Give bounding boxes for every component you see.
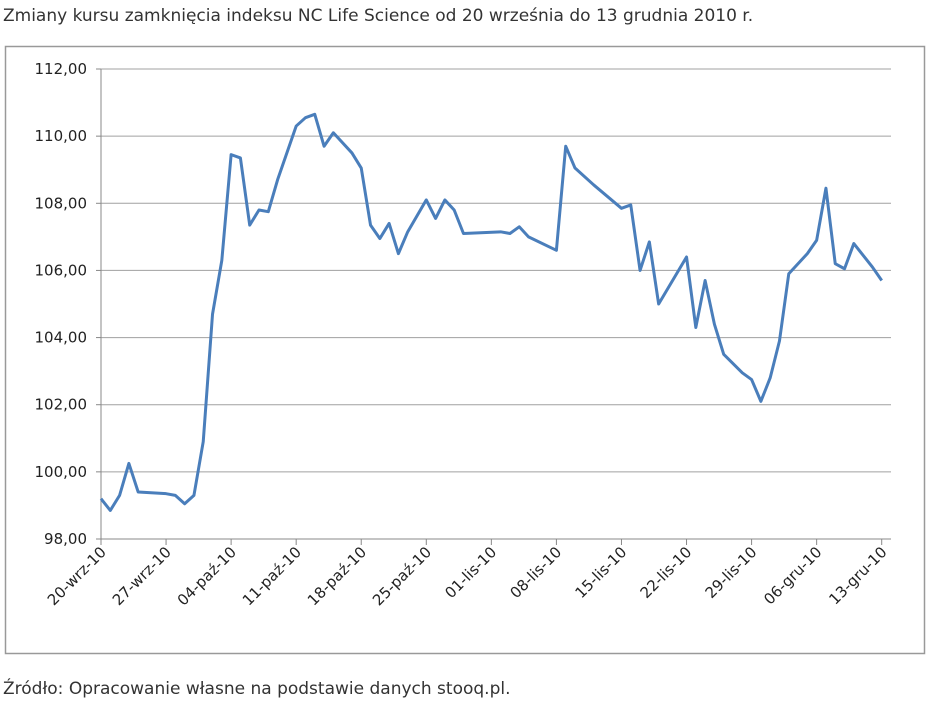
x-tick-label: 15-lis-10 xyxy=(571,543,630,602)
chart-title: Zmiany kursu zamknięcia indeksu NC Life … xyxy=(3,6,753,26)
y-tick-label: 104,00 xyxy=(35,329,88,347)
x-tick-label: 18-paź-10 xyxy=(304,543,370,609)
source-note: Źródło: Opracowanie własne na podstawie … xyxy=(3,677,511,699)
y-tick-label: 106,00 xyxy=(35,261,88,279)
x-tick-label: 06-gru-10 xyxy=(760,543,825,608)
data-line xyxy=(99,112,883,512)
y-tick-label: 100,00 xyxy=(35,463,88,481)
y-tick-label: 110,00 xyxy=(35,127,88,145)
x-tick-label: 25-paź-10 xyxy=(369,543,435,609)
y-tick-label: 102,00 xyxy=(35,396,88,414)
y-tick-label: 112,00 xyxy=(35,60,88,78)
x-tick-label: 29-lis-10 xyxy=(702,543,761,602)
chart-frame xyxy=(4,45,926,655)
x-tick-label: 11-paź-10 xyxy=(239,543,305,609)
x-tick-label: 22-lis-10 xyxy=(637,543,696,602)
x-tick-label: 27-wrz-10 xyxy=(109,543,175,609)
x-tick-label: 04-paź-10 xyxy=(174,543,240,609)
x-tick-label: 13-gru-10 xyxy=(825,543,890,608)
x-tick-label: 08-lis-10 xyxy=(506,543,565,602)
y-tick-label: 98,00 xyxy=(44,530,87,548)
x-tick-label: 01-lis-10 xyxy=(441,543,500,602)
x-tick-label: 20-wrz-10 xyxy=(44,543,110,609)
y-tick-label: 108,00 xyxy=(35,194,88,212)
